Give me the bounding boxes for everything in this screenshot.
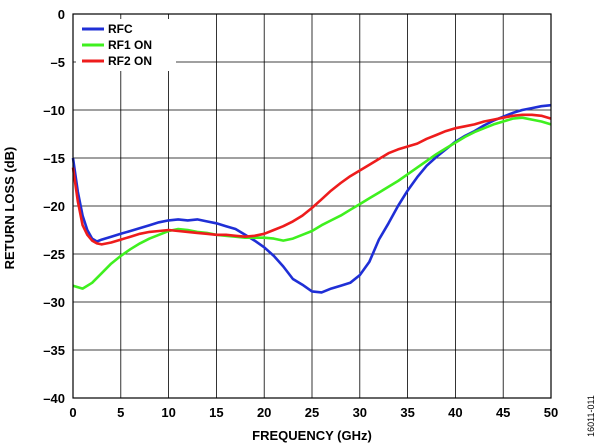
legend-item-rf2-on: RF2 ON [82, 54, 152, 68]
y-tick-label: 0 [58, 7, 65, 22]
y-tick-label: –30 [43, 295, 65, 310]
series-layer [71, 103, 552, 294]
legend-item-rfc: RFC [82, 22, 133, 36]
y-axis-title: RETURN LOSS (dB) [2, 147, 17, 270]
x-tick-label: 20 [257, 405, 271, 420]
y-tick-label: –15 [43, 151, 65, 166]
legend-label-rfc: RFC [108, 22, 133, 36]
y-tick-label: –20 [43, 199, 65, 214]
series-line-rf2-on [71, 113, 552, 246]
y-tick-label: –10 [43, 103, 65, 118]
y-tick-label: –5 [51, 55, 65, 70]
x-axis-title: FREQUENCY (GHz) [252, 428, 372, 443]
x-tick-label: 15 [209, 405, 223, 420]
legend-label-rf2-on: RF2 ON [108, 54, 152, 68]
legend-label-rf1-on: RF1 ON [108, 38, 152, 52]
x-tick-label: 5 [117, 405, 124, 420]
y-tick-label: –40 [43, 391, 65, 406]
figure-id: 16011-011 [586, 395, 596, 437]
x-tick-label: 45 [496, 405, 510, 420]
x-tick-label: 30 [353, 405, 367, 420]
legend-item-rf1-on: RF1 ON [82, 38, 152, 52]
x-tick-label: 40 [448, 405, 462, 420]
x-tick-label: 0 [69, 405, 76, 420]
x-tick-label: 10 [161, 405, 175, 420]
grid-lines [72, 13, 552, 399]
x-tick-label: 35 [400, 405, 414, 420]
plot-frame [72, 13, 552, 399]
y-tick-label: –35 [43, 343, 65, 358]
legend: RFC RF1 ON RF2 ON [76, 19, 176, 71]
x-tick-label: 25 [305, 405, 319, 420]
y-tick-label: –25 [43, 247, 65, 262]
series-line-rf1-on [72, 116, 552, 290]
x-tick-label: 50 [544, 405, 558, 420]
tick-labels: 0 5 10 15 20 25 30 35 40 45 50 0 –5 –10 –15 –20 –25 –30 –3… [43, 7, 558, 420]
